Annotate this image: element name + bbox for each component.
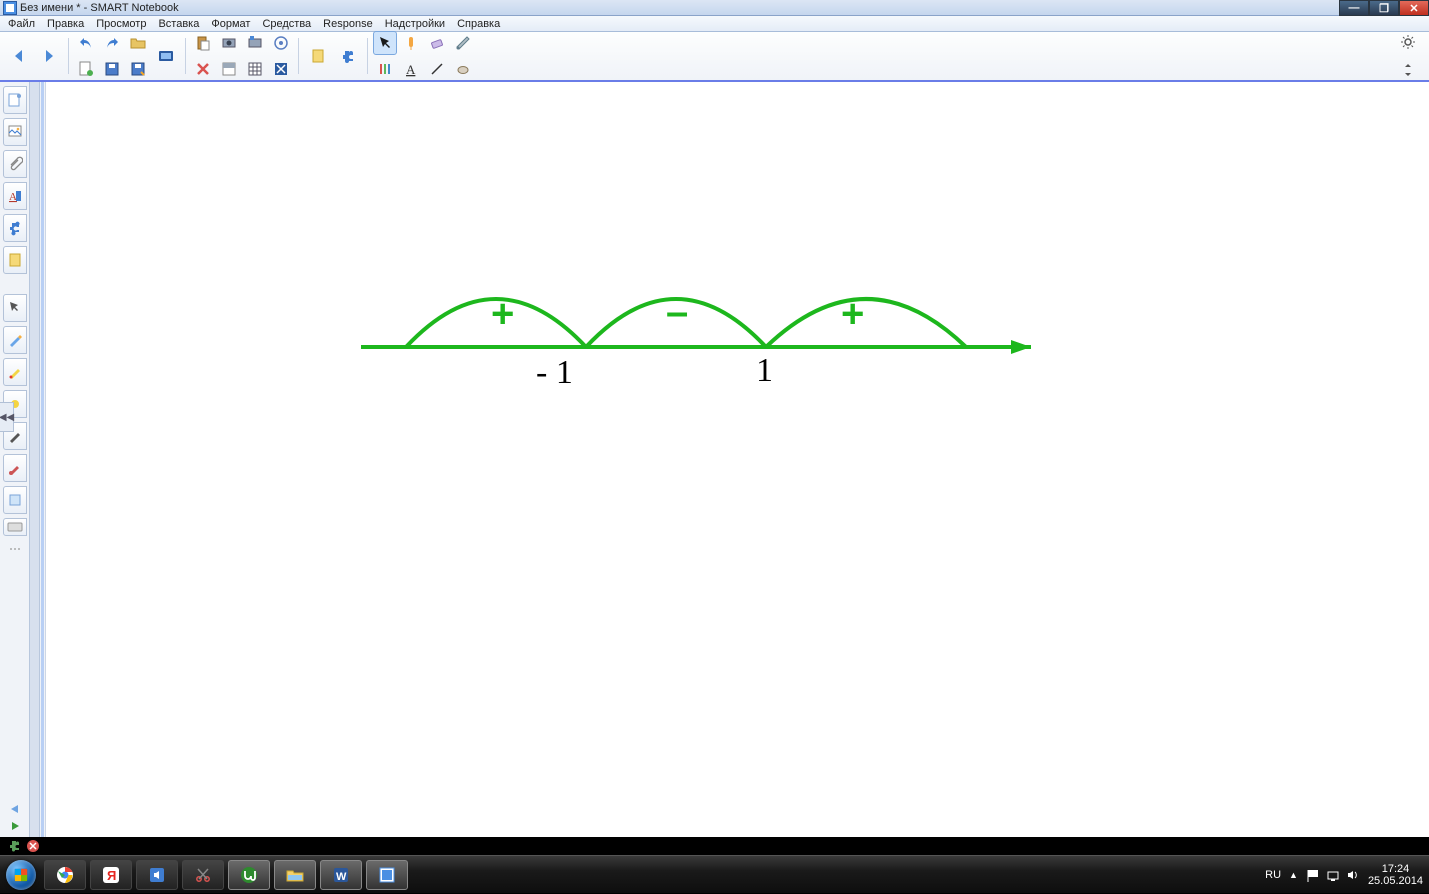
- task-notebook[interactable]: [366, 860, 408, 890]
- window-title: Без имени * - SMART Notebook: [20, 2, 179, 14]
- tool-calligraphy[interactable]: [3, 486, 27, 514]
- clock-time: 17:24: [1368, 863, 1423, 875]
- fullscreen-button[interactable]: [152, 42, 180, 70]
- magic-pen-button[interactable]: [399, 31, 423, 55]
- tab-gallery[interactable]: [3, 118, 27, 146]
- canvas[interactable]: + – + - 1 1: [46, 82, 1429, 837]
- collapse-panel-button[interactable]: ◀◀: [0, 402, 14, 432]
- toolbar-separator: [185, 38, 186, 74]
- system-tray: RU ▲ 17:24 25.05.2014: [1265, 863, 1429, 887]
- sign-plus-1: +: [491, 292, 514, 337]
- tab-page-sorter[interactable]: [3, 86, 27, 114]
- paste-button[interactable]: [191, 31, 215, 55]
- tool-highlighter[interactable]: [3, 358, 27, 386]
- eraser-button[interactable]: [425, 31, 449, 55]
- save-button[interactable]: [100, 57, 124, 81]
- tab-attachments[interactable]: [3, 150, 27, 178]
- toolbar-separator: [298, 38, 299, 74]
- thumbnail-strip[interactable]: ◀◀: [30, 82, 40, 837]
- number-line-diagram: [46, 82, 1386, 782]
- move-toolbar-button[interactable]: [1396, 58, 1420, 82]
- next-page-button[interactable]: [35, 42, 63, 70]
- menu-file[interactable]: Файл: [2, 16, 41, 32]
- windows-orb-icon: [6, 860, 36, 890]
- screen-shade-button[interactable]: [217, 57, 241, 81]
- shape-tool-button[interactable]: [451, 57, 475, 81]
- window-controls: — ❐ ✕: [1339, 0, 1429, 16]
- tab-lesson-activity[interactable]: [3, 246, 27, 274]
- flag-icon[interactable]: [1306, 868, 1320, 882]
- workspace: A ◀◀ + – + - 1 1: [0, 82, 1429, 837]
- clock-date: 25.05.2014: [1368, 875, 1423, 887]
- label-plus1: 1: [756, 352, 773, 390]
- taskbar: Я W RU ▲ 17:24 25.05.2014: [0, 855, 1429, 893]
- side-tab-strip: A: [0, 82, 30, 837]
- svg-text:A: A: [9, 191, 17, 203]
- delete-button[interactable]: [191, 57, 215, 81]
- language-indicator[interactable]: RU: [1265, 869, 1281, 881]
- task-volume[interactable]: [136, 860, 178, 890]
- volume-icon[interactable]: [1346, 868, 1360, 882]
- blank-page-button[interactable]: [304, 42, 332, 70]
- undo-button[interactable]: [74, 31, 98, 55]
- tab-addons[interactable]: [3, 214, 27, 242]
- label-minus1: - 1: [536, 354, 573, 392]
- titlebar: Без имени * - SMART Notebook — ❐ ✕: [0, 0, 1429, 16]
- toolbar-separator: [367, 38, 368, 74]
- svg-text:A: A: [406, 62, 416, 77]
- tab-properties[interactable]: A: [3, 182, 27, 210]
- start-button[interactable]: [0, 856, 42, 894]
- maximize-button[interactable]: ❐: [1369, 0, 1399, 16]
- pens-button[interactable]: [373, 57, 397, 81]
- desktop-strip: [0, 837, 1429, 855]
- tool-brush[interactable]: [3, 454, 27, 482]
- close-button[interactable]: ✕: [1399, 0, 1429, 16]
- show-hidden-icons[interactable]: ▲: [1289, 870, 1298, 880]
- clock[interactable]: 17:24 25.05.2014: [1368, 863, 1423, 887]
- toolbar: A: [0, 32, 1429, 82]
- measurement-button[interactable]: [451, 31, 475, 55]
- addons-button[interactable]: [334, 42, 362, 70]
- minimize-button[interactable]: —: [1339, 0, 1369, 16]
- tray-close-icon[interactable]: [26, 839, 40, 853]
- toolbar-separator: [68, 38, 69, 74]
- table-button[interactable]: [243, 57, 267, 81]
- tool-creative-pen[interactable]: [3, 326, 27, 354]
- task-explorer[interactable]: [274, 860, 316, 890]
- side-next-button[interactable]: [6, 819, 24, 833]
- capture-button[interactable]: [217, 31, 241, 55]
- save-as-button[interactable]: [126, 57, 150, 81]
- task-yandex[interactable]: Я: [90, 860, 132, 890]
- document-camera-button[interactable]: [269, 31, 293, 55]
- sign-minus: –: [666, 290, 688, 335]
- sign-plus-2: +: [841, 292, 864, 337]
- prev-page-button[interactable]: [5, 42, 33, 70]
- tool-pointer[interactable]: [3, 294, 27, 322]
- text-tool-button[interactable]: A: [399, 57, 423, 81]
- menu-response[interactable]: Response: [317, 16, 379, 32]
- task-word[interactable]: W: [320, 860, 362, 890]
- task-chrome[interactable]: [44, 860, 86, 890]
- tray-addon-icon[interactable]: [8, 839, 22, 853]
- svg-text:W: W: [336, 871, 347, 883]
- settings-button[interactable]: [1396, 30, 1420, 54]
- new-page-button[interactable]: [74, 57, 98, 81]
- tool-more[interactable]: [3, 540, 27, 558]
- math-tools-button[interactable]: [269, 57, 293, 81]
- screen-capture-button[interactable]: [243, 31, 267, 55]
- task-snipping[interactable]: [182, 860, 224, 890]
- network-icon[interactable]: [1326, 868, 1340, 882]
- tool-keyboard[interactable]: [3, 518, 27, 536]
- redo-button[interactable]: [100, 31, 124, 55]
- app-icon: [3, 1, 17, 15]
- task-utorrent[interactable]: [228, 860, 270, 890]
- side-prev-button[interactable]: [6, 802, 24, 816]
- svg-text:Я: Я: [107, 868, 116, 883]
- line-tool-button[interactable]: [425, 57, 449, 81]
- tray-icons: [1306, 868, 1360, 882]
- select-tool-button[interactable]: [373, 31, 397, 55]
- open-button[interactable]: [126, 31, 150, 55]
